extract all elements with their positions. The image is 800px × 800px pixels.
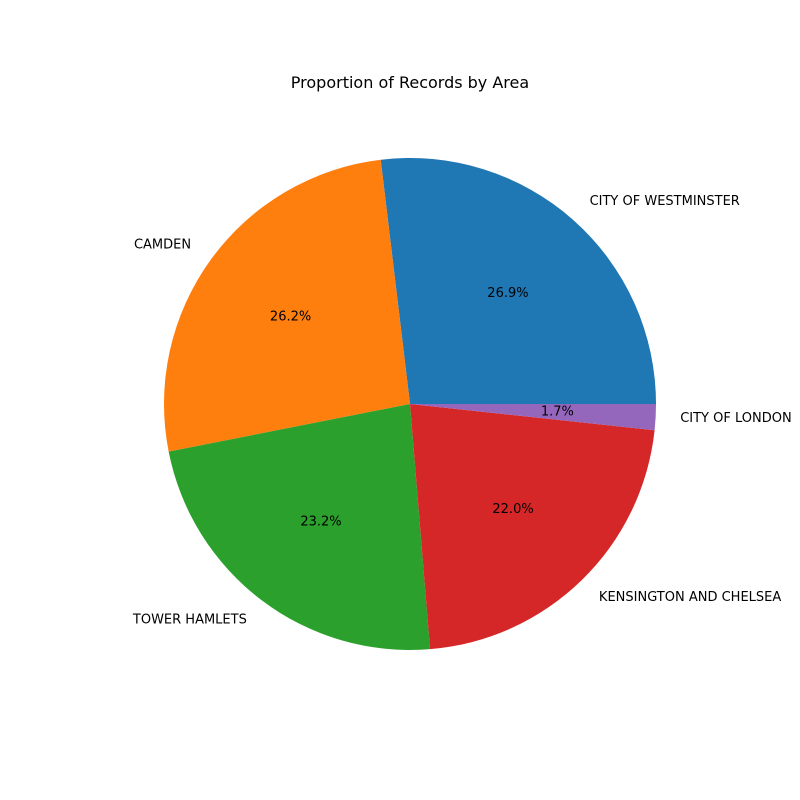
slice-label-tower-hamlets: TOWER HAMLETS xyxy=(132,612,247,627)
slice-label-camden: CAMDEN xyxy=(134,237,191,252)
slice-label-city-of-london: CITY OF LONDON xyxy=(680,411,791,426)
slice-label-kensington-and-chelsea: KENSINGTON AND CHELSEA xyxy=(599,590,781,605)
pie-slice-kensington-and-chelsea xyxy=(410,404,655,650)
pct-label-city-of-westminster: 26.9% xyxy=(487,286,528,301)
pie-slice-city-of-london xyxy=(410,404,656,431)
pie-slice-camden xyxy=(163,159,410,452)
pie-slices xyxy=(163,158,656,650)
pct-label-city-of-london: 1.7% xyxy=(541,404,574,419)
pct-label-tower-hamlets: 23.2% xyxy=(300,514,341,529)
pct-label-camden: 26.2% xyxy=(270,310,311,325)
pie-labels: 26.9% CITY OF WESTMINSTER 26.2% CAMDEN 23.2%… xyxy=(132,194,792,627)
pie-slice-city-of-westminster xyxy=(380,158,656,404)
chart-title: Proportion of Records by Area xyxy=(291,73,529,92)
pct-label-kensington-and-chelsea: 22.0% xyxy=(492,502,533,517)
slice-label-city-of-westminster: CITY OF WESTMINSTER xyxy=(590,194,740,209)
pie-slice-tower-hamlets xyxy=(168,404,431,650)
